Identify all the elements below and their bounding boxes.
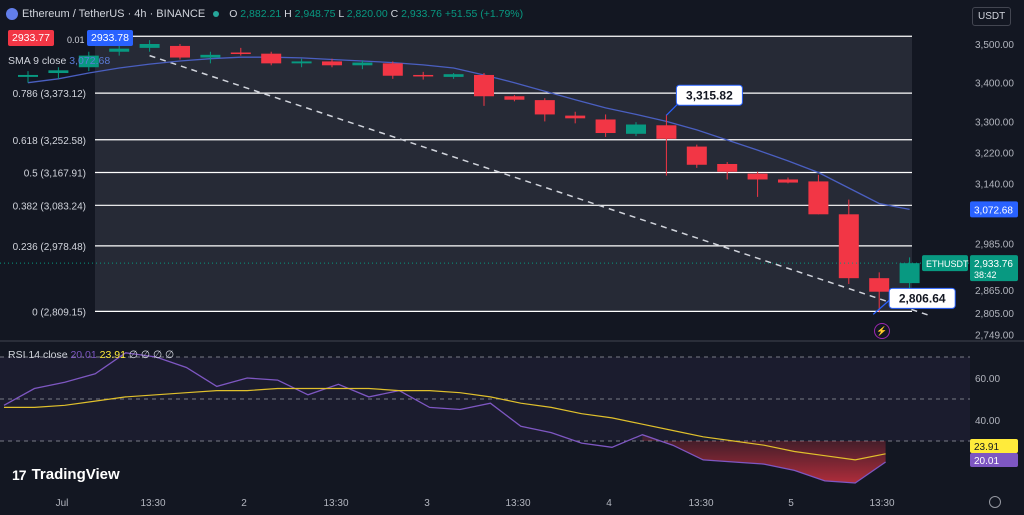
callout-pointer: [665, 102, 679, 116]
last-price-label: 2,933.76: [974, 259, 1013, 270]
rsi-ma-badge: [970, 439, 1018, 453]
sma-line: [27, 56, 910, 211]
fib-level-label: 0.382 (3,083.24): [13, 201, 86, 212]
price-axis-tick: 2,805.00: [975, 309, 1014, 320]
fib-level-label: 0.5 (3,167.91): [24, 169, 86, 180]
callout-high-label: 3,315.82: [686, 88, 733, 102]
price-axis-tick: 3,220.00: [975, 148, 1014, 159]
price-axis-tick: 3,140.00: [975, 179, 1014, 190]
candle-body: [413, 74, 434, 77]
rsi-axis-tick: 40.00: [975, 416, 1000, 427]
fib-background: [95, 36, 912, 312]
candle-body: [747, 173, 768, 180]
callout-low-label: 2,806.64: [899, 291, 946, 305]
fib-level-label: 0 (2,809.15): [32, 307, 86, 318]
price-axis-tick: 3,400.00: [975, 79, 1014, 90]
time-axis-tick: 13:30: [869, 498, 894, 509]
candle-body: [717, 163, 738, 172]
candle-body: [48, 70, 69, 74]
fib-level-label: 0.618 (3,252.58): [13, 136, 86, 147]
price-axis-tick: 2,865.00: [975, 286, 1014, 297]
rsi-legend[interactable]: RSI 14 close 20.01 23.91 ∅ ∅ ∅ ∅: [8, 349, 175, 361]
price-axis-tick: 3,500.00: [975, 40, 1014, 51]
ethereum-icon: [6, 8, 18, 20]
candle-body: [474, 74, 494, 97]
candle-body: [686, 146, 707, 165]
rsi-ma-axis-label: 23.91: [974, 442, 999, 453]
countdown-label: 38:42: [974, 270, 997, 280]
candle-body: [899, 263, 920, 284]
candle-body: [565, 115, 586, 119]
candle-body: [322, 61, 342, 66]
candle-body: [443, 74, 464, 77]
symbol-title[interactable]: Ethereum / TetherUS · 4h · BINANCE: [22, 8, 206, 20]
candle-body: [504, 96, 525, 100]
rsi-axis-label: 20.01: [974, 456, 999, 467]
candle-body: [261, 53, 282, 64]
candle-body: [595, 119, 616, 134]
price-axis-tick: 3,300.00: [975, 117, 1014, 128]
time-axis-tick: 2: [241, 498, 247, 509]
sma-legend[interactable]: SMA 9 close 3,072.68: [8, 55, 111, 67]
candle-body: [534, 100, 555, 115]
callout-box: [675, 84, 743, 106]
sma-axis-label: 3,072.68: [974, 205, 1013, 216]
candle-body: [230, 52, 251, 55]
rsi-ma-line: [4, 387, 886, 461]
callout-box: [888, 287, 956, 309]
time-axis-tick: 4: [606, 498, 612, 509]
candle-body: [18, 74, 38, 77]
trendline: [149, 54, 929, 316]
price-axis-tick: 2,749.00: [975, 331, 1014, 342]
settings-icon[interactable]: [989, 496, 1001, 508]
time-axis-tick: Jul: [56, 498, 69, 509]
time-axis-tick: 13:30: [323, 498, 348, 509]
time-axis-tick: 3: [424, 498, 430, 509]
sma-axis-badge: [970, 201, 1018, 218]
fib-level-label: 0.236 (2,978.48): [13, 242, 86, 253]
sell-price-button[interactable]: 2933.77: [8, 30, 54, 46]
candle-body: [656, 125, 677, 139]
candle-body: [78, 55, 99, 68]
buy-price-button[interactable]: 2933.78: [87, 30, 133, 46]
symbol-badge-label: ETHUSDT: [926, 259, 969, 269]
candle-body: [778, 179, 798, 183]
candle-body: [170, 45, 190, 58]
time-axis-tick: 13:30: [505, 498, 530, 509]
chart-header: Ethereum / TetherUS · 4h · BINANCE O 2,8…: [6, 8, 523, 20]
tradingview-logo: 17 TradingView: [12, 466, 120, 483]
rsi-oversold-fill: [642, 434, 886, 483]
candle-body: [352, 62, 373, 66]
symbol-badge: [922, 255, 968, 272]
last-price-badge: [970, 255, 1018, 282]
time-axis-tick: 13:30: [140, 498, 165, 509]
currency-select[interactable]: USDT: [972, 7, 1012, 26]
market-status-icon: [213, 11, 220, 17]
callout-pointer: [872, 299, 890, 315]
ohlc-values: O 2,882.21 H 2,948.75 L 2,820.00 C 2,933…: [229, 8, 524, 20]
price-axis-tick: 2,985.00: [975, 239, 1014, 250]
time-axis-tick: 13:30: [688, 498, 713, 509]
time-axis-tick: 5: [788, 498, 794, 509]
rsi-axis-tick: 60.00: [975, 374, 1000, 385]
fib-level-label: 0.786 (3,373.12): [13, 89, 86, 100]
candle-body: [626, 124, 646, 134]
candle-body: [838, 214, 859, 279]
candle-body: [382, 63, 403, 76]
candle-body: [291, 61, 312, 64]
candle-body: [808, 181, 829, 215]
candle-body: [869, 278, 890, 292]
tradingview-mark-icon: 17: [12, 466, 27, 483]
candle-body: [109, 48, 130, 52]
candle-body: [200, 54, 221, 58]
candle-body: [139, 44, 160, 48]
lightning-icon[interactable]: ⚡: [874, 323, 890, 339]
spread-value: 0.01: [67, 35, 85, 45]
rsi-badge: [970, 453, 1018, 467]
rsi-line: [3, 352, 886, 484]
